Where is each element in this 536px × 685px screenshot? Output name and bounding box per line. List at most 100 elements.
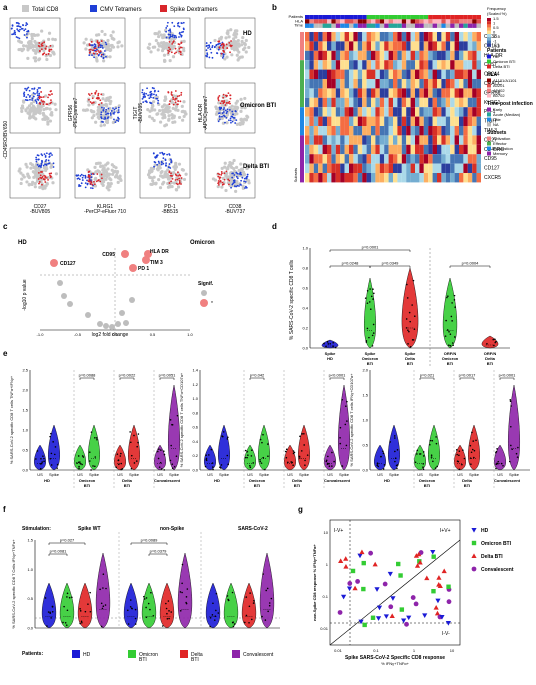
data-point <box>133 462 136 464</box>
heatmap-cell <box>467 107 473 117</box>
heatmap-cell <box>305 154 310 164</box>
spike-event <box>88 49 91 51</box>
track-cell <box>410 23 415 28</box>
heatmap-cell <box>371 163 376 173</box>
data-point <box>418 453 421 455</box>
heatmap-cell <box>401 135 407 145</box>
heatmap-cell <box>393 163 398 173</box>
spike-event <box>90 40 93 43</box>
track-cell <box>441 19 446 24</box>
heatmap-cell <box>305 88 310 98</box>
violin-plot-f: % SARS-CoV-2 specific CD8 T Cells IFNγ+T… <box>11 532 280 631</box>
cd8-event <box>31 44 35 48</box>
cmv-event <box>94 45 96 48</box>
data-point <box>79 610 82 612</box>
cmv-event <box>101 120 103 123</box>
heatmap-cell <box>379 79 385 89</box>
heatmap-cell <box>437 107 442 117</box>
cmv-event <box>26 99 29 102</box>
heatmap-cell <box>450 163 455 173</box>
spike-event <box>171 177 174 180</box>
data-point <box>131 607 133 610</box>
cmv-event <box>211 46 214 49</box>
cmv-event <box>156 163 159 166</box>
data-point <box>285 456 288 459</box>
cd8-event <box>92 113 96 118</box>
cmv-event <box>17 22 19 24</box>
legend-title: HLA <box>487 72 498 78</box>
track-cell <box>318 15 323 20</box>
data-point <box>264 468 266 471</box>
cd8-event <box>151 179 155 183</box>
cmv-event <box>105 113 107 116</box>
data-point <box>212 468 214 471</box>
track-cell <box>353 23 358 28</box>
heatmap-cell <box>349 135 354 145</box>
spike-event <box>92 172 94 175</box>
cmv-event <box>102 109 105 112</box>
cmv-event <box>104 116 106 119</box>
data-point <box>448 344 450 347</box>
cmv-event <box>35 160 38 163</box>
heatmap-cell <box>388 60 393 70</box>
cd8-event <box>17 39 21 43</box>
spike-event <box>44 175 47 178</box>
cd8-event <box>33 185 37 189</box>
data-point <box>102 605 105 608</box>
cmv-event <box>168 33 170 36</box>
spike-event <box>50 101 53 104</box>
data-point <box>267 455 269 458</box>
data-point <box>422 463 425 465</box>
violin <box>223 582 239 629</box>
marker-label: TIGIT <box>484 119 497 125</box>
track-cell <box>415 23 420 28</box>
cd8-event <box>48 53 53 58</box>
significance-bracket <box>119 377 135 380</box>
heatmap-cell <box>335 79 341 89</box>
cmv-event <box>205 54 207 57</box>
heatmap-cell <box>441 60 446 70</box>
heatmap-cell <box>375 60 380 70</box>
heatmap-cell <box>454 88 459 98</box>
violin <box>41 582 57 629</box>
heatmap-cell <box>393 50 398 61</box>
heatmap-cell <box>388 32 393 42</box>
cmv-event <box>165 36 168 39</box>
data-point <box>75 462 78 464</box>
violin <box>494 444 506 471</box>
heatmap-cell <box>340 173 345 183</box>
spike-event <box>176 95 179 98</box>
data-point <box>458 454 460 457</box>
cd8-event <box>32 100 36 104</box>
heatmap-cell <box>459 41 464 51</box>
colorbar-tick: 0.5 <box>493 25 499 30</box>
heatmap-cell <box>428 41 433 51</box>
spike-event <box>223 172 226 175</box>
spike-event <box>42 96 45 98</box>
cmv-event <box>239 171 242 174</box>
data-point <box>129 605 132 608</box>
legend-swatch <box>487 88 491 93</box>
colorbar-segment <box>487 40 491 44</box>
heatmap-cell <box>454 116 459 126</box>
data-point <box>431 439 434 442</box>
heatmap-cell <box>384 79 389 89</box>
heatmap-cell <box>472 163 477 173</box>
heatmap-cell <box>419 126 424 136</box>
track-cell <box>432 23 437 28</box>
legend-swatch <box>160 5 167 12</box>
heatmap-cell <box>454 60 459 70</box>
heatmap-cell <box>463 79 468 89</box>
heatmap-cell <box>415 116 420 126</box>
data-point <box>115 466 118 469</box>
heatmap-cell <box>344 69 349 79</box>
heatmap-cell <box>362 69 367 79</box>
heatmap-cell <box>344 173 349 183</box>
spike-event <box>221 181 224 184</box>
cmv-event <box>41 160 43 163</box>
data-point <box>446 296 448 299</box>
heatmap-cell <box>331 32 336 42</box>
heatmap-cell <box>327 135 332 145</box>
heatmap-cell <box>309 163 314 173</box>
